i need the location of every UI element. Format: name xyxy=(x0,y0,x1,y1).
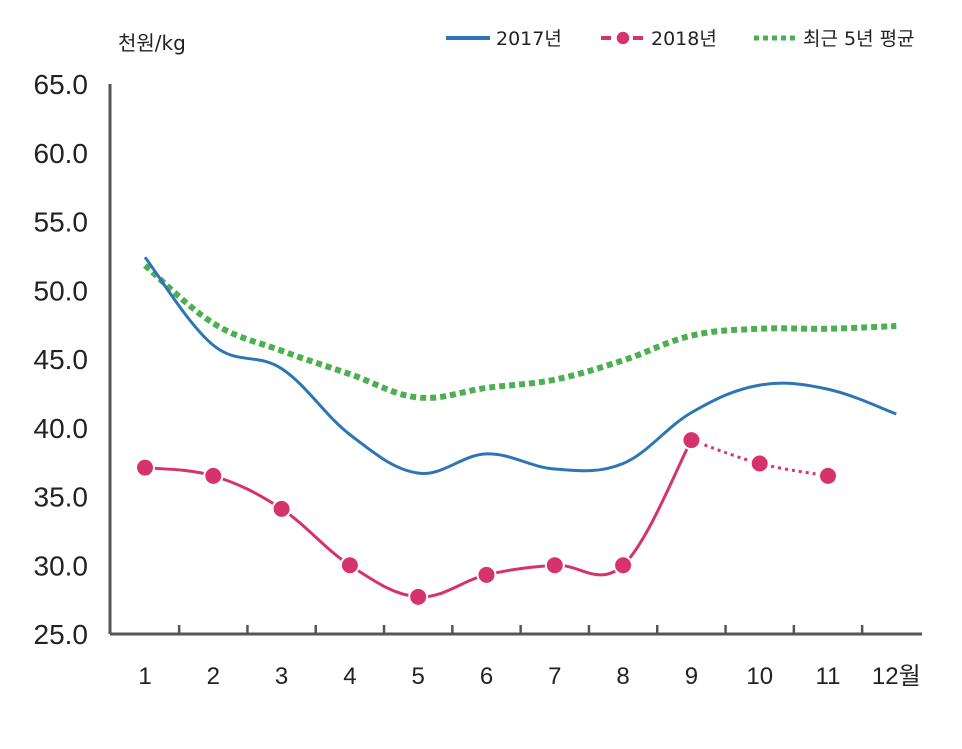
y-tick-label: 55.0 xyxy=(34,207,89,238)
series-line-2017 xyxy=(143,256,897,475)
series-point-2018 xyxy=(339,555,360,576)
series-point-2018 xyxy=(476,564,497,585)
x-tick-label: 5 xyxy=(412,663,425,690)
x-tick-label: 9 xyxy=(685,663,698,690)
series-point-2018 xyxy=(681,430,702,451)
x-tick-label: 1 xyxy=(138,663,151,690)
y-tick-label: 45.0 xyxy=(34,344,89,375)
legend-label-2017: 2017년 xyxy=(496,28,562,50)
series-point-2018 xyxy=(271,498,292,519)
series-point-2018 xyxy=(818,465,838,486)
y-tick-label: 60.0 xyxy=(34,138,89,169)
x-tick-label: 2 xyxy=(207,663,220,690)
legend-label-2018: 2018년 xyxy=(651,28,717,50)
series-line-5yr-avg xyxy=(143,263,897,401)
x-tick-label: 11 xyxy=(816,663,841,690)
legend: 2017년 2018년 최근 5년 평균 xyxy=(446,28,915,50)
series-point-2018 xyxy=(408,586,429,607)
x-tick-label: 8 xyxy=(616,663,629,690)
y-tick-label: 25.0 xyxy=(34,619,89,650)
series-line-2018 xyxy=(144,439,693,599)
x-tick-label: 7 xyxy=(548,663,561,690)
series-point-2018 xyxy=(544,555,565,576)
legend-item-2017: 2017년 xyxy=(446,28,562,50)
y-tick-labels: 65.0 60.0 55.0 50.0 45.0 40.0 35.0 30.0 25.0 xyxy=(34,69,89,650)
series-point-2018 xyxy=(135,457,155,478)
x-tick-label: 4 xyxy=(343,663,356,690)
y-unit-label: 천원/kg xyxy=(118,31,186,55)
legend-label-5yr-avg: 최근 5년 평균 xyxy=(803,28,915,50)
series-layer xyxy=(135,256,897,607)
legend-marker-2018 xyxy=(615,30,631,46)
x-tick-labels: 1 2 3 4 5 6 7 8 9 10 11 12월 xyxy=(138,663,920,690)
y-tick-label: 35.0 xyxy=(34,482,89,513)
y-tick-label: 40.0 xyxy=(34,413,89,444)
series-point-2018 xyxy=(749,453,770,474)
legend-item-5yr-avg: 최근 5년 평균 xyxy=(754,28,915,50)
x-tick-label: 10 xyxy=(746,663,773,690)
legend-item-2018: 2018년 xyxy=(601,28,717,50)
x-tick-label: 12월 xyxy=(872,663,921,690)
y-tick-label: 30.0 xyxy=(34,550,89,581)
x-tick-label: 3 xyxy=(275,663,288,690)
y-tick-label: 65.0 xyxy=(34,69,89,100)
axes xyxy=(108,84,922,636)
y-tick-label: 50.0 xyxy=(34,275,89,306)
series-point-2018 xyxy=(203,465,224,486)
x-tick-label: 6 xyxy=(480,663,493,690)
series-point-2018 xyxy=(613,555,634,576)
